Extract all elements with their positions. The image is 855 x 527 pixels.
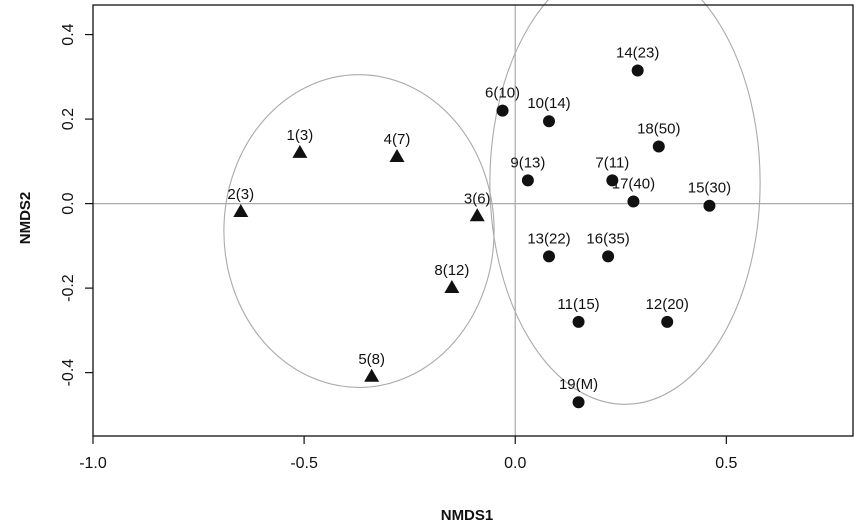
- point-label: 13(22): [527, 230, 570, 247]
- point-label: 9(13): [510, 154, 545, 171]
- x-tick-label: -0.5: [290, 455, 318, 472]
- y-axis: 0.4 0.2 0.0 -0.2 -0.4: [60, 23, 93, 386]
- triangle-point: [364, 368, 380, 382]
- point-label: 4(7): [384, 131, 411, 148]
- triangle-point: [469, 208, 485, 222]
- circle-point: [631, 64, 644, 77]
- x-axis-title: NMDS1: [441, 507, 494, 524]
- point-label: 16(35): [586, 230, 629, 247]
- group-ellipse-2: [489, 0, 761, 405]
- circle-point: [496, 104, 509, 117]
- y-tick-label: -0.2: [60, 274, 77, 302]
- circle-point: [543, 115, 555, 128]
- y-tick-label: -0.4: [60, 359, 77, 387]
- triangle-point: [389, 149, 405, 163]
- point-label: 17(40): [612, 175, 655, 192]
- circle-point: [627, 195, 640, 208]
- triangle-point: [292, 144, 308, 158]
- x-axis: -1.0 -0.5 0.0 0.5: [79, 436, 738, 472]
- point-label: 10(14): [527, 95, 570, 112]
- point-label: 2(3): [227, 186, 254, 203]
- point-label: 5(8): [358, 351, 385, 368]
- point-label: 14(23): [616, 44, 659, 61]
- circle-point: [606, 174, 619, 187]
- circle-point: [572, 396, 585, 409]
- circle-point: [521, 174, 534, 187]
- ellipses: [223, 0, 761, 405]
- triangle-point: [444, 280, 460, 294]
- point-label: 8(12): [434, 262, 469, 279]
- point-label: 7(11): [595, 154, 629, 171]
- circle-point: [602, 250, 615, 263]
- reference-lines: [93, 5, 853, 436]
- circle-point: [661, 315, 674, 328]
- data-points: 1(3) 2(3) 3(6) 4(7) 5(8) 8(12) 6(10) 7(11) 9(13)…: [227, 44, 731, 409]
- x-tick-label: -1.0: [79, 455, 107, 472]
- point-label: 11(15): [557, 296, 599, 313]
- y-tick-label: 0.0: [60, 192, 77, 214]
- circle-point: [703, 199, 716, 212]
- x-tick-label: 0.5: [715, 455, 737, 472]
- y-tick-label: 0.2: [60, 108, 77, 130]
- point-label: 15(30): [688, 180, 731, 197]
- y-tick-label: 0.4: [60, 23, 77, 45]
- triangle-point: [233, 203, 249, 217]
- point-label: 1(3): [287, 127, 314, 144]
- point-label: 12(20): [646, 296, 689, 313]
- point-label: 19(M): [559, 376, 598, 393]
- circle-point: [652, 140, 665, 153]
- plot-frame: [92, 4, 854, 437]
- circle-point: [572, 315, 585, 328]
- circle-point: [543, 250, 555, 263]
- point-label: 6(10): [485, 85, 520, 102]
- y-axis-title: NMDS2: [17, 192, 34, 245]
- x-tick-label: 0.0: [504, 455, 526, 472]
- point-label: 18(50): [637, 121, 680, 138]
- point-label: 3(6): [464, 190, 491, 207]
- group-ellipse-1: [223, 74, 495, 388]
